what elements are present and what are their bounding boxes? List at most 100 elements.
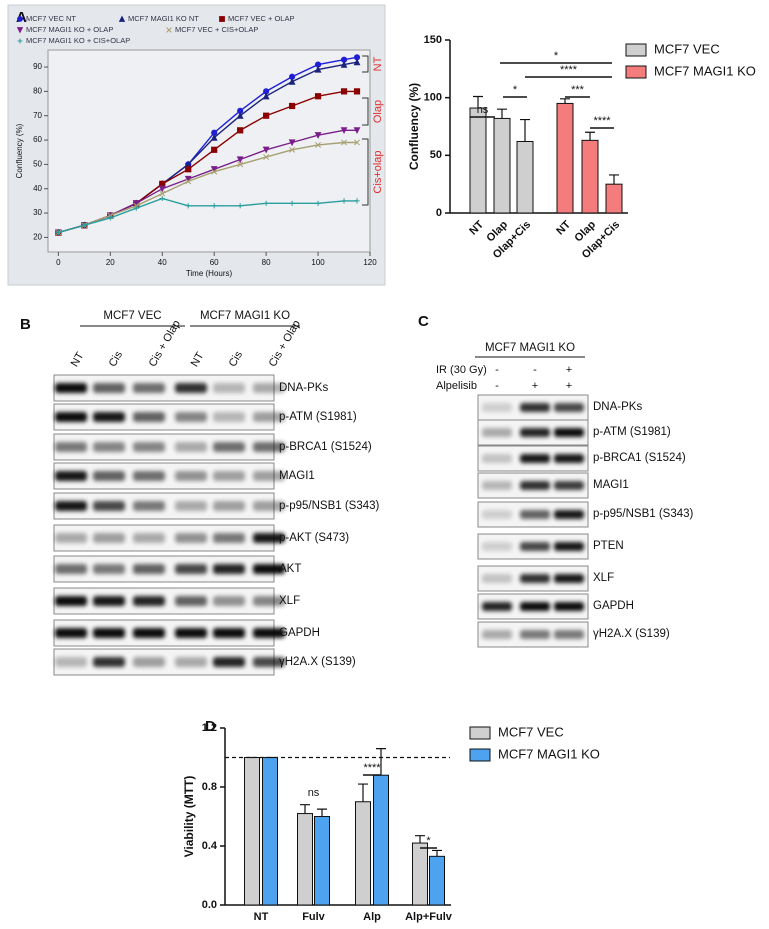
marker: [17, 38, 23, 44]
y-tick-label: 0.8: [202, 781, 217, 793]
legend-label: MCF7 VEC: [654, 41, 720, 56]
blot-band: [175, 657, 207, 667]
blot-band: [213, 471, 245, 481]
legend-label: MCF7 VEC + CIS+OLAP: [175, 25, 258, 34]
marker: [159, 195, 165, 202]
blot-band: [520, 630, 550, 639]
error-bar: [473, 95, 483, 109]
y-tick-label: 70: [33, 111, 42, 120]
marker: [262, 92, 270, 100]
legend-label: MCF7 MAGI1 KO: [654, 63, 756, 78]
blot-row-label: DNA-PKs: [593, 401, 642, 413]
blot-row-label: p-ATM (S1981): [279, 411, 357, 423]
blot-band: [554, 630, 584, 639]
marker: [16, 27, 24, 34]
blot-band: [482, 403, 512, 412]
blot-band: [482, 574, 512, 583]
marker: [81, 222, 87, 228]
x-tick-label: Fulv: [302, 911, 325, 923]
y-tick-label: 60: [33, 135, 42, 144]
legend-swatch: [625, 65, 647, 79]
legend-label: MCF7 VEC + OLAP: [228, 14, 294, 23]
bar: [469, 107, 487, 214]
blot-band: [482, 510, 512, 519]
x-tick-label: 20: [106, 258, 115, 267]
bar: [355, 801, 371, 906]
marker: [132, 200, 140, 208]
marker: [314, 65, 322, 73]
blot-band: [520, 542, 550, 551]
blot-band: [175, 564, 207, 574]
blot-row-label: XLF: [279, 595, 300, 607]
x-tick-label: Alp: [363, 911, 381, 923]
condition-label: IR (30 Gy): [436, 364, 487, 376]
blot-band: [55, 501, 87, 511]
blot-band: [133, 657, 165, 667]
marker: [289, 200, 295, 206]
blot-band: [482, 454, 512, 463]
legend-label: MCF7 MAGI1 KO + OLAP: [26, 25, 113, 34]
blot-band: [55, 533, 87, 543]
blot-band: [213, 628, 245, 638]
legend-swatch: [625, 43, 647, 57]
marker: [185, 178, 192, 185]
blot-band: [133, 564, 165, 574]
bar: [556, 102, 574, 214]
marker: [340, 60, 348, 68]
significance-label: ns: [308, 787, 320, 799]
marker: [314, 132, 322, 139]
y-tick-label: 80: [33, 86, 42, 95]
blot-band: [175, 412, 207, 422]
bar: [373, 774, 389, 906]
blot-band: [55, 657, 87, 667]
group-header: MCF7 MAGI1 KO: [485, 342, 575, 354]
marker: [133, 205, 139, 211]
bracket: [362, 138, 369, 206]
blot-band: [520, 574, 550, 583]
blot-row-label: γH2A.X (S139): [593, 628, 670, 640]
condition-sign: -: [495, 380, 499, 392]
blot-band: [554, 454, 584, 463]
marker: [288, 77, 296, 85]
blot-band: [133, 442, 165, 452]
condition-sign: +: [566, 380, 572, 392]
marker: [210, 133, 218, 141]
error-bar: [560, 98, 570, 104]
marker: [289, 146, 296, 153]
y-tick-label: 50: [430, 149, 442, 161]
blot-band: [213, 383, 245, 393]
marker: [354, 139, 360, 146]
error-bar: [376, 748, 386, 776]
blot-band: [520, 428, 550, 437]
blot-band: [55, 383, 87, 393]
blot-row-label: p-ATM (S1981): [593, 426, 671, 438]
x-tick-label: NT: [554, 218, 573, 237]
marker: [263, 112, 270, 119]
marker: [341, 139, 347, 146]
significance-label: ****: [363, 762, 381, 774]
x-tick-label: 100: [311, 258, 325, 267]
blot-band: [554, 542, 584, 551]
blot-band: [554, 574, 584, 583]
bar: [262, 757, 278, 906]
blot-band: [482, 428, 512, 437]
blot-band: [554, 481, 584, 490]
blot-band: [55, 564, 87, 574]
blot-band: [175, 501, 207, 511]
blot-band: [175, 471, 207, 481]
legend-label: MCF7 MAGI1 KO: [498, 746, 600, 761]
marker: [158, 185, 166, 193]
blot-band: [93, 442, 125, 452]
blot-band: [55, 471, 87, 481]
y-axis-label: Viability (MTT): [182, 776, 196, 858]
blot-row-label: XLF: [593, 572, 614, 584]
blot-band: [55, 628, 87, 638]
bracket: [362, 55, 369, 73]
legend-swatch: [469, 726, 491, 740]
blot-row-label: p-AKT (S473): [279, 532, 349, 544]
bar: [314, 816, 330, 906]
blot-row-label: p-p95/NSB1 (S343): [593, 508, 694, 520]
blot-row-label: γH2A.X (S139): [279, 656, 356, 668]
blot-band: [253, 412, 285, 422]
